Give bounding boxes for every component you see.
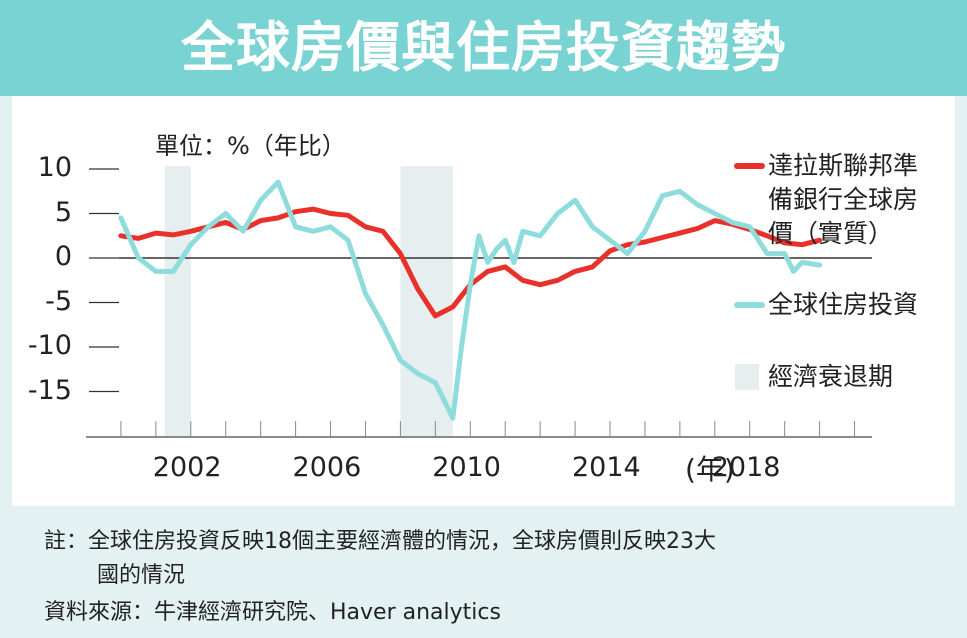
title-banner: 全球房價與住房投資趨勢 bbox=[0, 0, 967, 96]
legend-label: 備銀行全球房 bbox=[768, 185, 919, 214]
y-tick-label: 10 bbox=[37, 152, 72, 183]
recession-band-1 bbox=[164, 166, 191, 437]
legend-label: 價（實質） bbox=[768, 219, 894, 248]
legend-label: 達拉斯聯邦準 bbox=[768, 151, 919, 180]
x-axis-unit: (年) bbox=[685, 453, 735, 486]
x-tick-label: 2018 bbox=[711, 452, 781, 483]
x-tick-label: 2002 bbox=[152, 452, 222, 483]
source-note: 資料來源：牛津經濟研究院、Haver analytics bbox=[44, 600, 501, 625]
legend-label: 經濟衰退期 bbox=[768, 362, 894, 391]
footnote-line-1: 註：全球住房投資反映18個主要經濟體的情況，全球房價則反映23大 bbox=[44, 529, 716, 554]
y-tick-label: -10 bbox=[27, 330, 72, 361]
y-tick-label: 5 bbox=[54, 196, 72, 228]
x-tick-label: 2010 bbox=[432, 452, 501, 483]
footer: 註：全球住房投資反映18個主要經濟體的情況，全球房價則反映23大 國的情況 資料… bbox=[0, 506, 967, 638]
series-line-2 bbox=[118, 179, 823, 421]
legend-swatch-3 bbox=[735, 364, 759, 390]
x-tick-label: 2006 bbox=[292, 452, 362, 483]
x-tick-label: 2014 bbox=[572, 452, 641, 483]
y-tick-label: 0 bbox=[54, 241, 72, 272]
unit-label: 單位：%（年比） bbox=[155, 132, 346, 160]
footnote-line-2: 國的情況 bbox=[97, 563, 186, 588]
y-tick-label: -5 bbox=[45, 285, 72, 317]
legend-label: 全球住房投資 bbox=[768, 290, 919, 319]
y-tick-label: -15 bbox=[27, 374, 72, 406]
chart-title: 全球房價與住房投資趨勢 bbox=[181, 16, 786, 79]
